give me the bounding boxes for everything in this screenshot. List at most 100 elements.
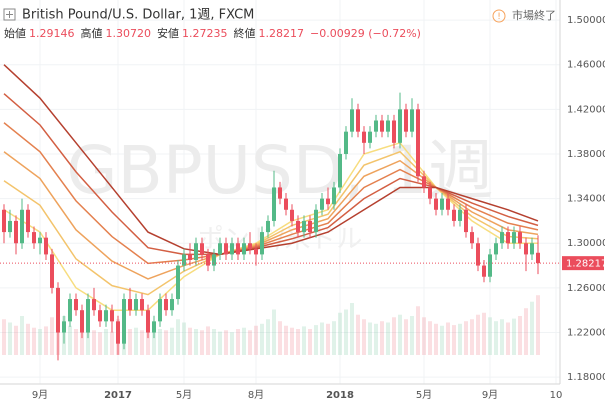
volume-bar [272,309,276,355]
candle-body [218,243,222,255]
y-tick-label: 1.18000 [567,372,605,383]
volume-bar [302,326,306,355]
candle-body [50,254,54,288]
candle-body [422,176,426,188]
candle-body [32,232,36,244]
candle-body [284,198,288,210]
candle-body [350,109,354,132]
status-icon [492,9,506,23]
candle-body [440,198,444,210]
candle-body [86,299,90,333]
y-tick-label: 1.22000 [567,328,605,339]
candle-body [134,299,138,311]
candle-body [62,321,66,333]
candle-body [476,243,480,266]
candle-body [212,254,216,266]
candle-body [368,131,372,143]
candle-body [158,299,162,322]
volume-bar [92,330,96,355]
axis-layer: 1.50000 1.46000 1.42000 1.38000 1.34000 1.300… [32,15,605,401]
volume-bar [380,321,384,355]
volume-bar [452,325,456,355]
candle-body [374,120,378,132]
volume-bar [434,323,438,355]
volume-bar [446,322,450,355]
ohlc-label: 始値 [4,26,26,40]
candle-body [140,299,144,311]
volume-bar [470,319,474,355]
candle-body [458,209,462,221]
volume-bar [20,316,24,355]
candle-body [278,187,282,199]
candle-body [380,120,384,132]
candle-body [110,310,114,322]
volume-bar [74,329,78,355]
volume-bar [488,317,492,355]
candle-body [500,232,504,244]
candle-body [344,131,348,154]
volume-bar [248,330,252,355]
last-price-label: 1.28217 [566,259,605,270]
x-tick-label: 5月 [176,389,192,401]
volume-bar [338,312,342,355]
candle-body [182,254,186,266]
candle-body [452,209,456,221]
volume-bar [524,308,528,355]
candle-body [296,220,300,233]
candle-body [506,232,510,244]
volume-bar [194,329,198,355]
candle-body [446,198,450,210]
volume-bar [368,322,372,355]
candle-body [56,287,60,333]
candle-body [320,198,324,210]
candle-body [188,254,192,260]
volume-bar [374,323,378,355]
candle-body [290,209,294,221]
y-tick-label: 1.26000 [567,283,605,294]
volume-bar [506,322,510,355]
volume-bar [512,318,516,355]
candle-body [206,254,210,266]
volume-bar [26,323,30,355]
candle-body [524,243,528,255]
candle-body [248,243,252,249]
volume-bar [266,319,270,355]
volume-bar [320,322,324,355]
x-tick-label: 2018 [326,390,354,401]
ribbon-line [3,150,539,296]
candle-body [464,209,468,233]
y-tick-label: 1.46000 [567,60,605,71]
volume-bar [284,325,288,355]
y-tick-label: 1.42000 [567,104,605,115]
collapse-icon[interactable] [3,8,16,21]
candle-body [428,187,432,199]
volume-bar [278,321,282,355]
volume-bar [212,329,216,355]
candle-body [392,120,396,143]
x-tick-label: 9月 [482,389,498,401]
volume-bar [80,322,84,355]
volume-bar [50,317,54,355]
price-axis-bg [560,0,605,406]
candle-body [338,153,342,188]
header: British Pound/U.S. Dollar, 1週, FXCM ! 市場… [3,8,556,40]
ohlc-value: 1.29146 [29,27,75,40]
last-price-badge [562,256,604,271]
volume-bar [500,319,504,355]
volume-bar [398,314,402,355]
volume-bar [362,319,366,355]
candle-body [302,220,306,233]
ohlc-label: 安値 [157,26,179,40]
candle-body [200,243,204,255]
volume-bar [164,330,168,355]
volume-bar [296,329,300,355]
volume-bar [458,323,462,355]
price-change: −0.00929 (−0.72%) [310,27,421,40]
y-tick-label: 1.38000 [567,149,605,160]
volume-bar [332,321,336,355]
volume-bar [140,330,144,355]
x-tick-label: 2017 [104,390,132,401]
ohlc-row: 始値 1.29146 高値 1.30720 安値 1.27235 終値 1.28217 −0.0… [4,26,421,40]
candle-body [254,248,258,255]
